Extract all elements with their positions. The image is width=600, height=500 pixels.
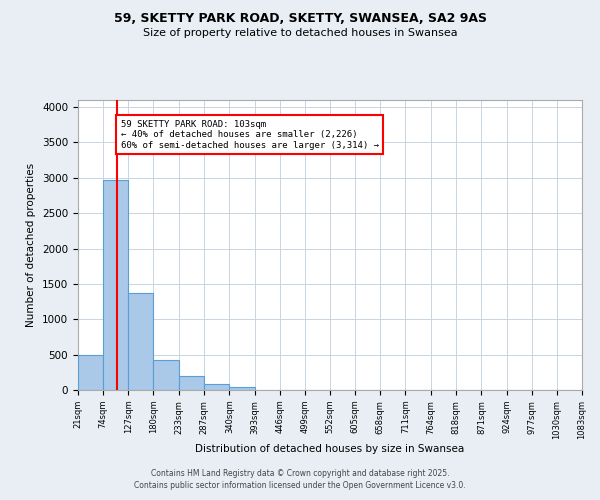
Bar — [103, 180, 128, 390]
Text: Size of property relative to detached houses in Swansea: Size of property relative to detached ho… — [143, 28, 457, 38]
Y-axis label: Number of detached properties: Number of detached properties — [26, 163, 37, 327]
Bar — [154, 360, 179, 390]
Text: Contains HM Land Registry data © Crown copyright and database right 2025.
Contai: Contains HM Land Registry data © Crown c… — [134, 468, 466, 490]
Text: 59, SKETTY PARK ROAD, SKETTY, SWANSEA, SA2 9AS: 59, SKETTY PARK ROAD, SKETTY, SWANSEA, S… — [113, 12, 487, 26]
Bar — [204, 384, 229, 390]
Bar — [78, 354, 103, 390]
Bar — [128, 293, 154, 390]
X-axis label: Distribution of detached houses by size in Swansea: Distribution of detached houses by size … — [196, 444, 464, 454]
Bar — [229, 387, 254, 390]
Text: 59 SKETTY PARK ROAD: 103sqm
← 40% of detached houses are smaller (2,226)
60% of : 59 SKETTY PARK ROAD: 103sqm ← 40% of det… — [121, 120, 379, 150]
Bar — [179, 376, 204, 390]
